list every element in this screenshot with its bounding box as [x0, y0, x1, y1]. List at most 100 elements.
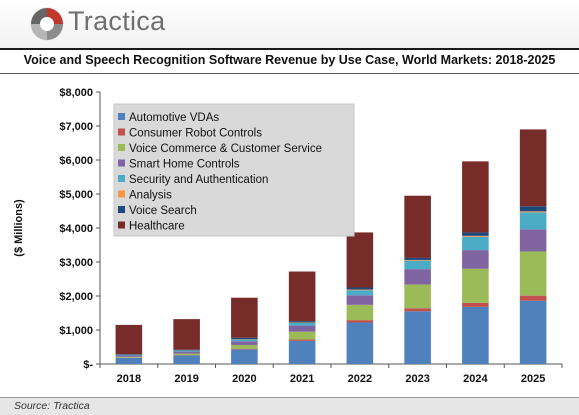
brand-name: Tractica	[68, 6, 165, 37]
bar-segment	[289, 321, 316, 322]
y-axis-label: ($ Millions)	[13, 199, 25, 257]
tractica-logo-icon	[30, 7, 64, 41]
chart-title: Voice and Speech Recognition Software Re…	[0, 53, 579, 67]
legend-swatch	[118, 191, 125, 198]
bar-segment	[404, 308, 431, 311]
bar-segment	[520, 229, 547, 251]
bar-segment	[404, 269, 431, 284]
bar-segment	[116, 325, 143, 354]
x-tick-label: 2022	[348, 373, 372, 385]
bar-segment	[462, 307, 489, 364]
x-tick-label: 2023	[405, 373, 429, 385]
legend-entry: Voice Search	[129, 205, 197, 217]
bar-segment	[462, 232, 489, 235]
bar-segment	[462, 161, 489, 232]
bar-segment	[231, 338, 258, 339]
x-tick-label: 2018	[117, 373, 141, 385]
legend-swatch	[118, 129, 125, 136]
bar-segment	[404, 311, 431, 364]
chart-container: ($ Millions) $- $1,000 $2,000 $3,000 $4,000 $5…	[0, 76, 579, 392]
x-tick-label: 2019	[174, 373, 198, 385]
bar-segment	[462, 237, 489, 250]
y-tick-label: $7,000	[59, 121, 93, 133]
x-tick-label: 2020	[232, 373, 256, 385]
bar-segment	[462, 269, 489, 303]
bar-segment	[404, 258, 431, 260]
bar-segment	[462, 236, 489, 237]
legend-entry: Voice Commerce & Customer Service	[129, 143, 322, 155]
bar-segment	[116, 358, 143, 364]
bar-segment	[289, 323, 316, 326]
bar-segment	[116, 355, 143, 356]
bar-segment	[404, 284, 431, 308]
legend-entry: Security and Authentication	[129, 174, 268, 186]
source-bar: Source: Tractica	[0, 397, 579, 415]
y-tick-label: $4,000	[59, 223, 93, 235]
legend-swatch	[118, 206, 125, 213]
legend-entry: Smart Home Controls	[129, 159, 240, 171]
bar-segment	[520, 211, 547, 212]
bar-segment	[347, 232, 374, 287]
y-tick-label: $2,000	[59, 291, 93, 303]
bar-segment	[347, 323, 374, 364]
bar-segment	[347, 290, 374, 295]
bar-segment	[347, 320, 374, 322]
bar-segment	[347, 295, 374, 305]
legend-entry: Analysis	[129, 190, 172, 202]
bar-segment	[231, 341, 258, 345]
bar-segment	[462, 250, 489, 269]
legend-entry: Automotive VDAs	[129, 112, 219, 124]
bar-segment	[173, 350, 200, 351]
bar-segment	[173, 351, 200, 352]
bar-segment	[289, 326, 316, 332]
legend-swatch	[118, 160, 125, 167]
bar-segment	[231, 340, 258, 342]
y-tick-label: $8,000	[59, 87, 93, 99]
y-tick-label: $-	[83, 359, 93, 371]
x-tick-label: 2025	[521, 373, 545, 385]
bar-segment	[520, 301, 547, 364]
bar-segment	[520, 129, 547, 206]
y-tick-label: $6,000	[59, 155, 93, 167]
bar-segment	[520, 251, 547, 295]
bar-segment	[289, 332, 316, 340]
legend-entry: Consumer Robot Controls	[129, 128, 262, 140]
bar-segment	[347, 305, 374, 320]
bar-segment	[116, 357, 143, 358]
bar-segment	[404, 261, 431, 270]
bar-segment	[289, 272, 316, 322]
bar-segment	[231, 349, 258, 350]
bar-segment	[347, 290, 374, 291]
bar-segment	[116, 356, 143, 357]
legend-swatch	[118, 144, 125, 151]
bar-segment	[173, 354, 200, 356]
bar-segment	[520, 206, 547, 211]
legend-swatch	[118, 113, 125, 120]
bar-segment	[404, 196, 431, 258]
y-tick-label: $1,000	[59, 325, 93, 337]
bar-segment	[520, 296, 547, 301]
legend-entry: Healthcare	[129, 221, 185, 233]
bar-segment	[231, 349, 258, 364]
bar-segment	[173, 352, 200, 354]
y-tick-label: $5,000	[59, 189, 93, 201]
bar-segment	[173, 319, 200, 350]
bar-segment	[116, 354, 143, 355]
bar-segment	[289, 341, 316, 364]
title-divider	[0, 73, 579, 74]
bar-segment	[520, 212, 547, 229]
legend-swatch	[118, 222, 125, 229]
legend-swatch	[118, 175, 125, 182]
bar-segment	[173, 356, 200, 365]
header-divider	[0, 48, 579, 50]
source-text: Source: Tractica	[14, 400, 90, 412]
x-tick-label: 2024	[463, 373, 488, 385]
x-tick-label: 2021	[290, 373, 314, 385]
bar-segment	[289, 340, 316, 341]
bar-segment	[231, 298, 258, 338]
header-banner: Tractica	[0, 0, 579, 48]
y-tick-label: $3,000	[59, 257, 93, 269]
bar-segment	[347, 288, 374, 290]
bar-segment	[404, 260, 431, 261]
bar-segment	[462, 303, 489, 307]
